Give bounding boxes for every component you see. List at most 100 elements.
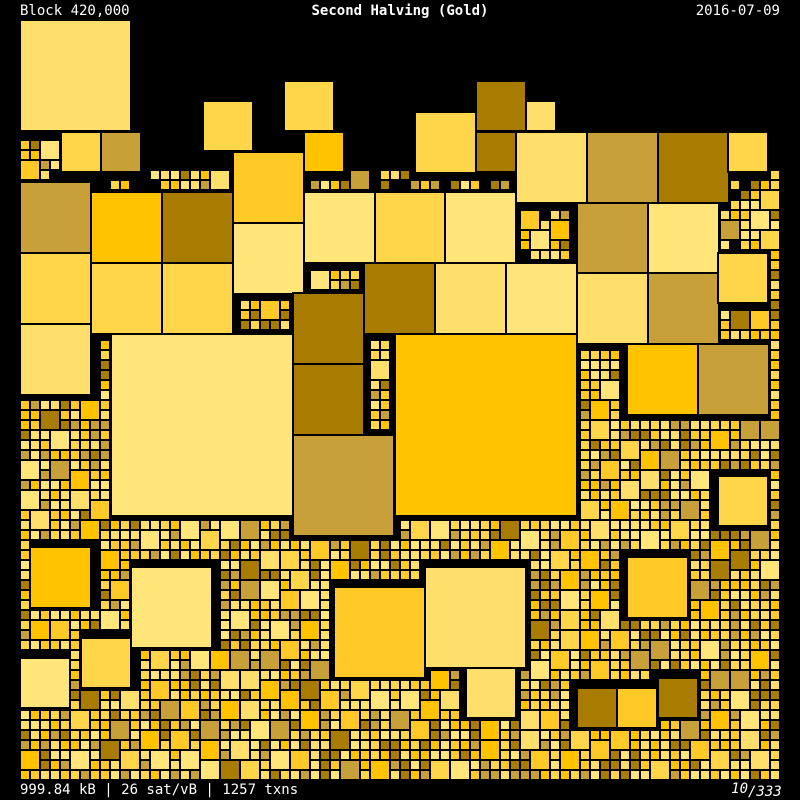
tx-tile [189,549,201,561]
tx-tile [239,549,251,561]
tx-tile [299,649,311,661]
tx-tile [19,252,92,325]
tx-tile [669,659,681,671]
tx-tile [69,459,81,471]
tx-tile [69,619,81,631]
tx-tile [669,729,681,741]
tx-tile [719,589,731,601]
tx-tile [99,739,121,761]
tx-tile [199,179,211,191]
tx-tile [89,419,101,431]
tx-tile [139,709,151,721]
tx-tile [369,359,391,381]
tx-tile [299,729,311,741]
tx-tile [539,679,551,691]
tx-tile [219,519,241,541]
tx-tile [519,749,531,761]
tx-tile [19,181,92,254]
tx-tile [69,639,81,651]
tx-tile [269,539,281,551]
tx-tile [309,179,321,191]
tx-tile [299,709,321,731]
tx-tile [519,759,531,771]
tx-tile [159,179,171,191]
tx-tile [329,279,341,291]
tx-tile [649,419,661,431]
tx-tile [319,559,331,571]
tx-tile [29,409,41,421]
tx-tile [19,149,31,161]
tx-tile [409,719,431,741]
tx-tile [739,769,751,781]
tx-tile [629,739,641,751]
tx-tile [189,539,201,551]
tx-tile [759,189,781,211]
tx-tile [529,699,541,711]
tx-tile [139,769,151,781]
tx-tile [699,689,711,701]
tx-tile [39,469,51,481]
tx-tile [609,669,621,681]
tx-tile [39,479,51,491]
tx-tile [589,399,611,421]
tx-tile [249,319,261,331]
tx-tile [179,769,191,781]
tx-tile [549,729,561,741]
tx-tile [549,599,561,611]
tx-tile [79,729,91,741]
tx-tile [59,639,71,651]
tx-tile [129,709,141,721]
tx-tile [19,409,31,421]
tx-tile [729,459,741,471]
tx-tile [579,459,591,471]
tx-tile [219,579,231,591]
tx-tile [329,769,341,781]
tx-tile [459,729,471,741]
tx-tile [649,429,661,441]
tx-tile [99,439,111,451]
tx-tile [489,539,511,561]
tx-tile [319,569,331,581]
tx-tile [569,669,581,681]
title: Second Halving (Gold) [311,3,488,19]
tx-tile [579,769,591,781]
tx-tile [69,609,81,621]
tx-tile [339,699,351,711]
tx-tile [769,289,781,301]
tx-tile [399,519,411,531]
tx-tile [619,529,631,541]
tx-tile [219,759,241,781]
tx-tile [409,709,421,721]
tx-tile [259,299,281,321]
tx-tile [49,749,61,761]
tx-tile [629,429,641,441]
tx-tile [689,419,701,431]
tx-tile [729,669,751,691]
tx-tile [729,759,741,771]
tx-tile [589,479,601,491]
tx-tile [339,179,351,191]
tx-tile [59,479,71,491]
tx-tile [269,529,281,541]
tx-tile [559,689,571,701]
tx-tile [739,629,751,641]
tx-tile [239,639,251,651]
tx-tile [549,669,561,681]
tx-tile [689,539,701,551]
tx-tile [49,639,61,651]
tx-tile [579,749,591,761]
tx-tile [739,229,751,241]
tx-tile [99,479,111,491]
tx-tile [659,439,671,451]
tx-tile [39,729,51,741]
tx-tile [279,569,291,581]
tx-tile [29,729,41,741]
tx-tile [292,292,365,365]
tx-tile [729,329,741,341]
tx-tile [159,549,171,561]
tx-tile [99,549,121,571]
date: 2016-07-09 [696,3,780,19]
tx-tile [429,729,441,741]
tx-tile [769,639,781,651]
tx-tile [389,699,401,711]
